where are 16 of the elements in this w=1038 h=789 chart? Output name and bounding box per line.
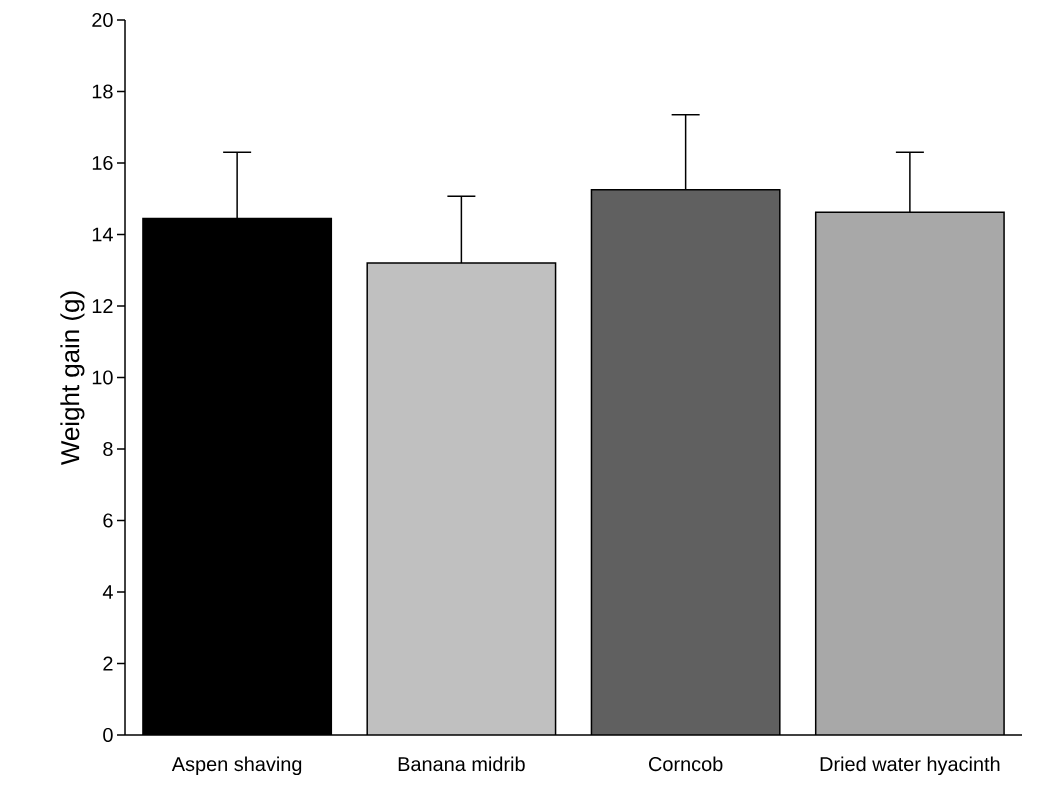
y-tick-label: 14 bbox=[92, 227, 113, 242]
x-tick-label: Corncob bbox=[648, 756, 723, 772]
x-tick-label: Banana midrib bbox=[398, 756, 525, 772]
y-tick-label: 18 bbox=[92, 84, 113, 99]
y-tick-label: 8 bbox=[103, 441, 113, 457]
y-tick-label: 20 bbox=[92, 12, 113, 28]
y-tick-label: 16 bbox=[92, 155, 113, 171]
y-axis-title: Weight gain (g) bbox=[60, 291, 85, 465]
y-tick-label: 10 bbox=[92, 370, 113, 385]
y-tick-label: 0 bbox=[103, 727, 113, 743]
y-tick-label: 6 bbox=[103, 513, 113, 528]
x-tick-label: Aspen shaving bbox=[171, 756, 302, 776]
y-tick-label: 4 bbox=[102, 585, 113, 599]
y-tick-label: 12 bbox=[92, 299, 113, 313]
x-tick-label: Dried water hyacinth bbox=[820, 756, 1000, 776]
y-tick-label: 2 bbox=[103, 656, 113, 671]
